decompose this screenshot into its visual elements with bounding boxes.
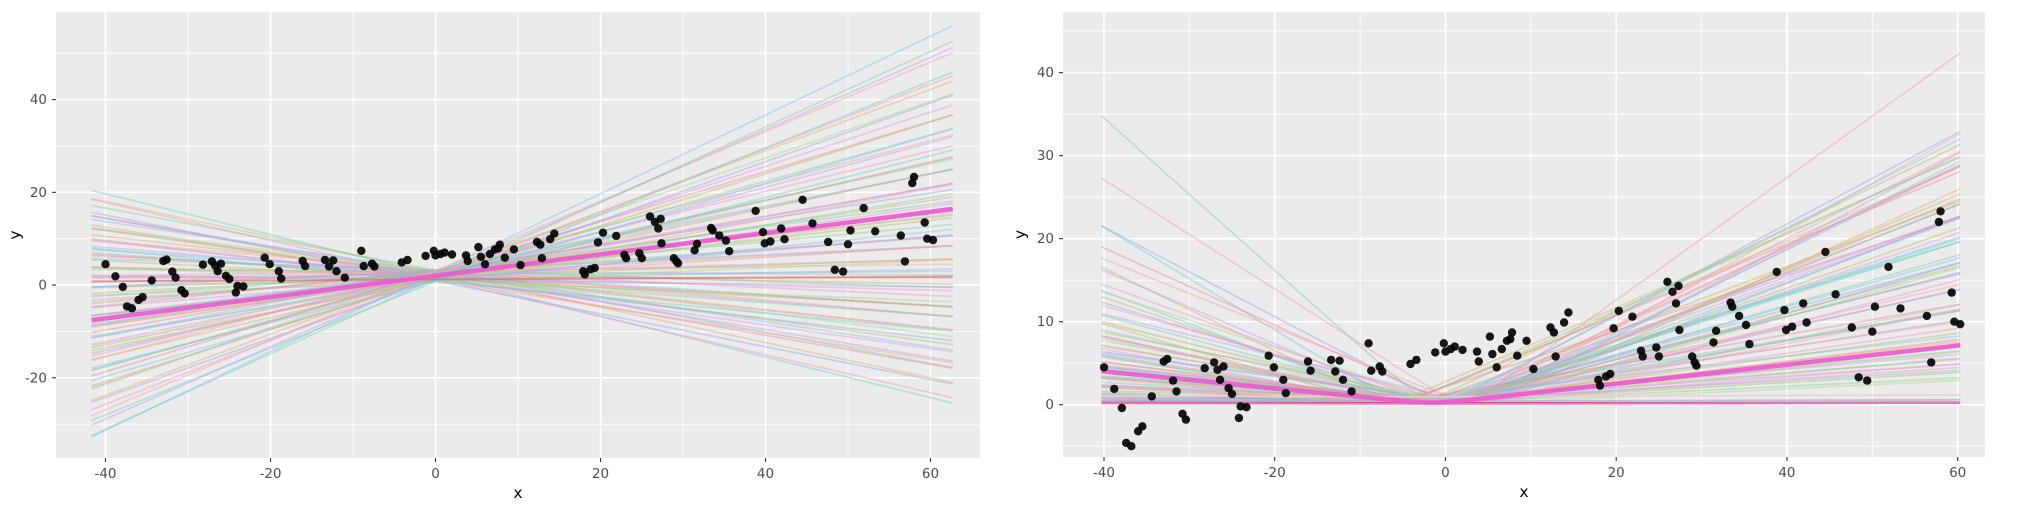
svg-text:-20: -20: [25, 370, 47, 386]
svg-text:40: 40: [1778, 465, 1795, 481]
linear-fits-chart: -40 -20 0 20 40 60 -20 0 20 40 x y: [6, 12, 980, 502]
svg-text:-40: -40: [94, 466, 116, 482]
tick-marks: [52, 99, 932, 462]
svg-text:0: 0: [1045, 397, 1054, 413]
svg-text:20: 20: [30, 185, 47, 201]
x-axis-title: x: [513, 484, 522, 502]
svg-text:30: 30: [1037, 148, 1054, 164]
svg-text:20: 20: [1608, 465, 1625, 481]
svg-text:0: 0: [1441, 465, 1450, 481]
y-axis-tick-labels: -20 0 20 40: [25, 92, 47, 386]
y-axis-title: y: [1011, 230, 1029, 239]
y-axis-tick-labels: 0 10 20 30 40: [1037, 65, 1054, 413]
svg-text:-20: -20: [259, 466, 281, 482]
x-axis-title: x: [1519, 483, 1528, 501]
minor-gridlines: [56, 12, 980, 458]
svg-text:20: 20: [592, 466, 609, 482]
y-axis-title: y: [6, 230, 24, 239]
svg-text:60: 60: [1949, 465, 1966, 481]
absolute-value-fits-chart: -40 -20 0 20 40 60 0 10 20 30 40 x y: [1011, 12, 1985, 501]
svg-text:10: 10: [1037, 314, 1054, 330]
svg-text:-20: -20: [1264, 465, 1286, 481]
x-axis-tick-labels: -40 -20 0 20 40 60: [94, 466, 939, 482]
svg-text:20: 20: [1037, 231, 1054, 247]
tick-marks: [1059, 72, 1959, 461]
data-points-layer: [1099, 207, 1965, 451]
svg-text:0: 0: [431, 466, 440, 482]
svg-text:40: 40: [30, 92, 47, 108]
svg-text:60: 60: [922, 466, 939, 482]
svg-text:40: 40: [1037, 65, 1054, 81]
x-axis-tick-labels: -40 -20 0 20 40 60: [1093, 465, 1966, 481]
svg-text:0: 0: [38, 278, 47, 294]
svg-text:40: 40: [757, 466, 774, 482]
svg-text:-40: -40: [1093, 465, 1115, 481]
fit-lines-layer: [1100, 52, 1961, 405]
data-points-layer: [101, 172, 938, 313]
